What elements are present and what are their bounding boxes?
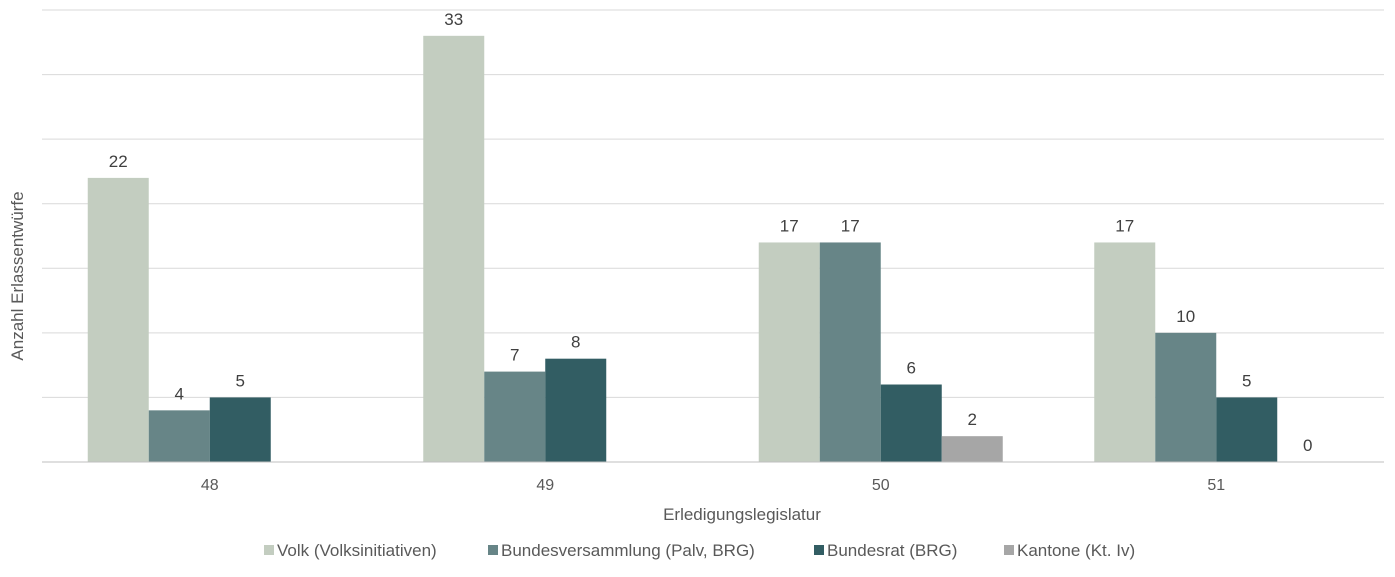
data-label: 17 <box>1115 216 1134 235</box>
x-tick-label: 49 <box>536 477 554 494</box>
x-tick-label: 50 <box>872 477 890 494</box>
data-label: 22 <box>109 152 128 171</box>
data-label: 17 <box>841 216 860 235</box>
bar <box>1155 332 1217 462</box>
bar <box>87 177 149 462</box>
x-tick-label: 48 <box>201 477 219 494</box>
data-label: 0 <box>1303 436 1312 455</box>
legend-swatch <box>1004 545 1014 555</box>
y-axis-title: Anzahl Erlassentwürfe <box>8 191 27 360</box>
x-axis-title: Erledigungslegislatur <box>663 505 821 524</box>
legend-swatch <box>488 545 498 555</box>
x-tick-labels: 48 49 50 51 <box>201 477 1225 494</box>
gridlines <box>42 9 1384 398</box>
bar <box>880 384 942 462</box>
bar <box>484 371 546 462</box>
legend-swatch <box>814 545 824 555</box>
legend-label: Kantone (Kt. Iv) <box>1017 541 1135 560</box>
data-label: 7 <box>510 346 519 365</box>
bar <box>423 35 485 462</box>
bar <box>148 410 210 462</box>
bar <box>941 436 1003 462</box>
data-label: 5 <box>236 371 245 390</box>
bar <box>758 242 820 462</box>
x-tick-label: 51 <box>1207 477 1225 494</box>
data-label: 33 <box>444 10 463 29</box>
data-label: 10 <box>1176 307 1195 326</box>
legend-label: Bundesrat (BRG) <box>827 541 957 560</box>
bar <box>819 242 881 462</box>
data-label: 2 <box>968 410 977 429</box>
bar <box>209 397 271 462</box>
legend: Volk (Volksinitiativen) Bundesversammlung… <box>264 541 1135 560</box>
data-label: 17 <box>780 216 799 235</box>
data-label: 4 <box>175 384 184 403</box>
legend-label: Bundesversammlung (Palv, BRG) <box>501 541 755 560</box>
bar <box>545 358 607 462</box>
legend-label: Volk (Volksinitiativen) <box>277 541 437 560</box>
value-labels: 22 4 5 33 7 8 17 17 6 2 17 10 5 0 <box>109 10 1313 455</box>
data-label: 8 <box>571 333 580 352</box>
legend-swatch <box>264 545 274 555</box>
data-label: 6 <box>907 359 916 378</box>
bar <box>1094 242 1156 462</box>
bars <box>87 35 1278 462</box>
bar <box>1216 397 1278 462</box>
data-label: 5 <box>1242 371 1251 390</box>
